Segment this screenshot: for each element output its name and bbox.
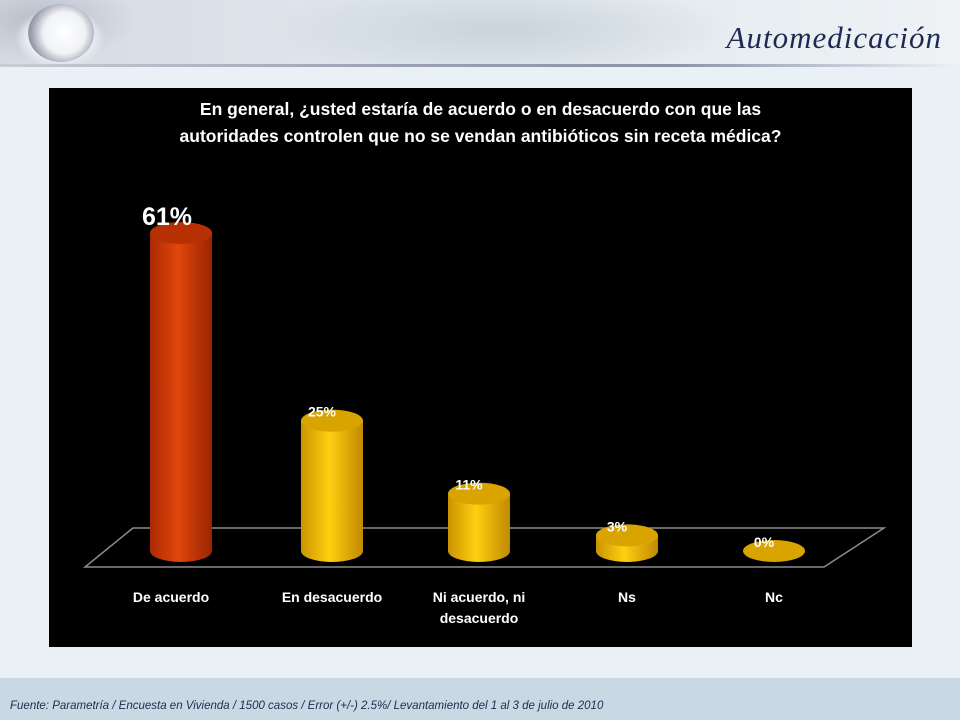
- bar-top: [301, 409, 363, 432]
- category-label: Ns: [618, 589, 636, 605]
- chart-title: En general, ¿usted estaría de acuerdo o …: [49, 96, 912, 150]
- bar-4: [596, 524, 658, 562]
- category-label: Nc: [765, 589, 783, 605]
- bar-top: [743, 540, 805, 562]
- chart-title-line-2: autoridades controlen que no se vendan a…: [179, 126, 782, 146]
- bar-1: [150, 222, 212, 562]
- footer-band: Fuente: Parametría / Encuesta en Viviend…: [0, 678, 960, 720]
- category-label: desacuerdo: [440, 610, 519, 626]
- page-title: Automedicación: [726, 20, 942, 55]
- chart-title-line-1: En general, ¿usted estaría de acuerdo o …: [199, 99, 762, 119]
- category-label: Ni acuerdo, ni: [433, 589, 526, 605]
- bar-chart: 61% 25% 11% 3% 0% De acuerdo En desacuerdo Ni …: [82, 203, 887, 626]
- data-label: 0%: [754, 534, 775, 550]
- bar-top: [150, 222, 212, 244]
- bar-body: [448, 493, 510, 562]
- source-note: Fuente: Parametría / Encuesta en Viviend…: [10, 700, 604, 712]
- header-divider: [0, 64, 960, 67]
- bar-top: [448, 482, 510, 505]
- bar-body: [150, 233, 212, 562]
- bar-5: [743, 540, 805, 562]
- data-label: 61%: [142, 203, 192, 231]
- header-banner: [0, 0, 960, 66]
- bar-body: [301, 420, 363, 562]
- bar-3: [448, 482, 510, 562]
- bar-top: [596, 524, 658, 547]
- data-label: 3%: [607, 518, 628, 534]
- bar-2: [301, 409, 363, 562]
- chart-panel: En general, ¿usted estaría de acuerdo o …: [49, 88, 912, 647]
- data-label: 11%: [455, 477, 483, 493]
- category-label: De acuerdo: [133, 589, 209, 605]
- category-label: En desacuerdo: [282, 589, 382, 605]
- decorative-flower-image: [28, 4, 94, 62]
- data-label: 25%: [308, 404, 337, 420]
